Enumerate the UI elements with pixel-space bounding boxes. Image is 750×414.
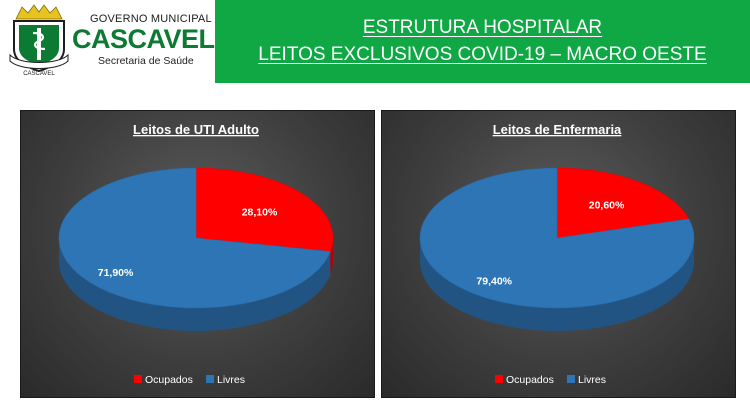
slice-side-livres	[59, 238, 331, 331]
data-label-livres: 71,90%	[98, 267, 134, 279]
city-crest-icon: CASCAVEL	[9, 4, 69, 77]
legend-label-livres: Livres	[217, 374, 245, 386]
pie-slice-ocupados	[556, 167, 690, 239]
chart-legend: Ocupados Livres	[495, 374, 606, 386]
chart-panel-uti: Leitos de UTI Adulto 28,10% 71,90% Ocupados…	[20, 110, 375, 398]
data-label-livres: 79,40%	[476, 275, 512, 287]
pie-slice-livres	[58, 167, 331, 309]
pie-chart-enfermaria: Leitos de Enfermaria 20,60% 79,40% Ocupados…	[419, 122, 695, 386]
legend-swatch-ocupados	[495, 375, 503, 383]
legend-label-ocupados: Ocupados	[145, 374, 193, 386]
chart-title: Leitos de Enfermaria	[493, 122, 622, 137]
title-banner: ESTRUTURA HOSPITALAR LEITOS EXCLUSIVOS C…	[215, 0, 750, 83]
slice-side-ocupados	[330, 238, 333, 275]
pie-chart-uti: Leitos de UTI Adulto 28,10% 71,90% Ocupados…	[58, 122, 334, 386]
chart-panel-enfermaria: Leitos de Enfermaria 20,60% 79,40% Ocupados…	[381, 110, 736, 398]
legend-label-ocupados: Ocupados	[506, 374, 554, 386]
crest-caption: CASCAVEL	[23, 71, 55, 77]
data-label-ocupados: 20,60%	[589, 199, 625, 211]
page-title-line2: LEITOS EXCLUSIVOS COVID-19 – MACRO OESTE	[258, 44, 707, 65]
slice-side-livres	[420, 238, 694, 331]
chart-title: Leitos de UTI Adulto	[133, 122, 259, 137]
pie-slice-livres	[419, 167, 695, 309]
pie-slice-ocupados	[195, 167, 334, 252]
data-label-ocupados: 28,10%	[242, 206, 278, 218]
legend-swatch-ocupados	[134, 375, 142, 383]
page-title-line1: ESTRUTURA HOSPITALAR	[362, 17, 603, 38]
org-line1: GOVERNO MUNICIPAL	[90, 13, 212, 25]
legend-label-livres: Livres	[578, 374, 606, 386]
org-dept: Secretaria de Saúde	[98, 55, 194, 67]
org-name: CASCAVEL	[72, 24, 215, 54]
legend-swatch-livres	[567, 375, 575, 383]
chart-legend: Ocupados Livres	[134, 374, 245, 386]
logo-area: CASCAVEL GOVERNO MUNICIPAL CASCAVEL Secr…	[0, 0, 215, 82]
legend-swatch-livres	[206, 375, 214, 383]
